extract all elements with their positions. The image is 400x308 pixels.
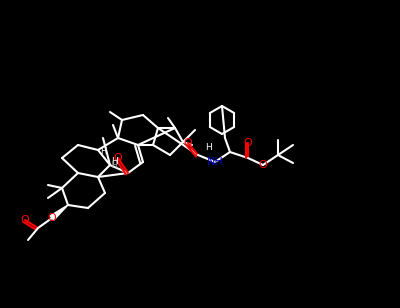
Text: H: H: [112, 157, 118, 167]
Text: H: H: [205, 144, 211, 152]
Text: O: O: [259, 160, 267, 170]
Text: H: H: [100, 148, 106, 156]
Text: O: O: [244, 138, 252, 148]
Text: O: O: [21, 215, 29, 225]
Text: O: O: [114, 153, 122, 163]
Text: O: O: [48, 213, 56, 223]
Text: NH: NH: [207, 157, 223, 167]
Text: H: H: [109, 160, 121, 169]
Text: O: O: [184, 138, 192, 148]
Polygon shape: [50, 205, 68, 220]
